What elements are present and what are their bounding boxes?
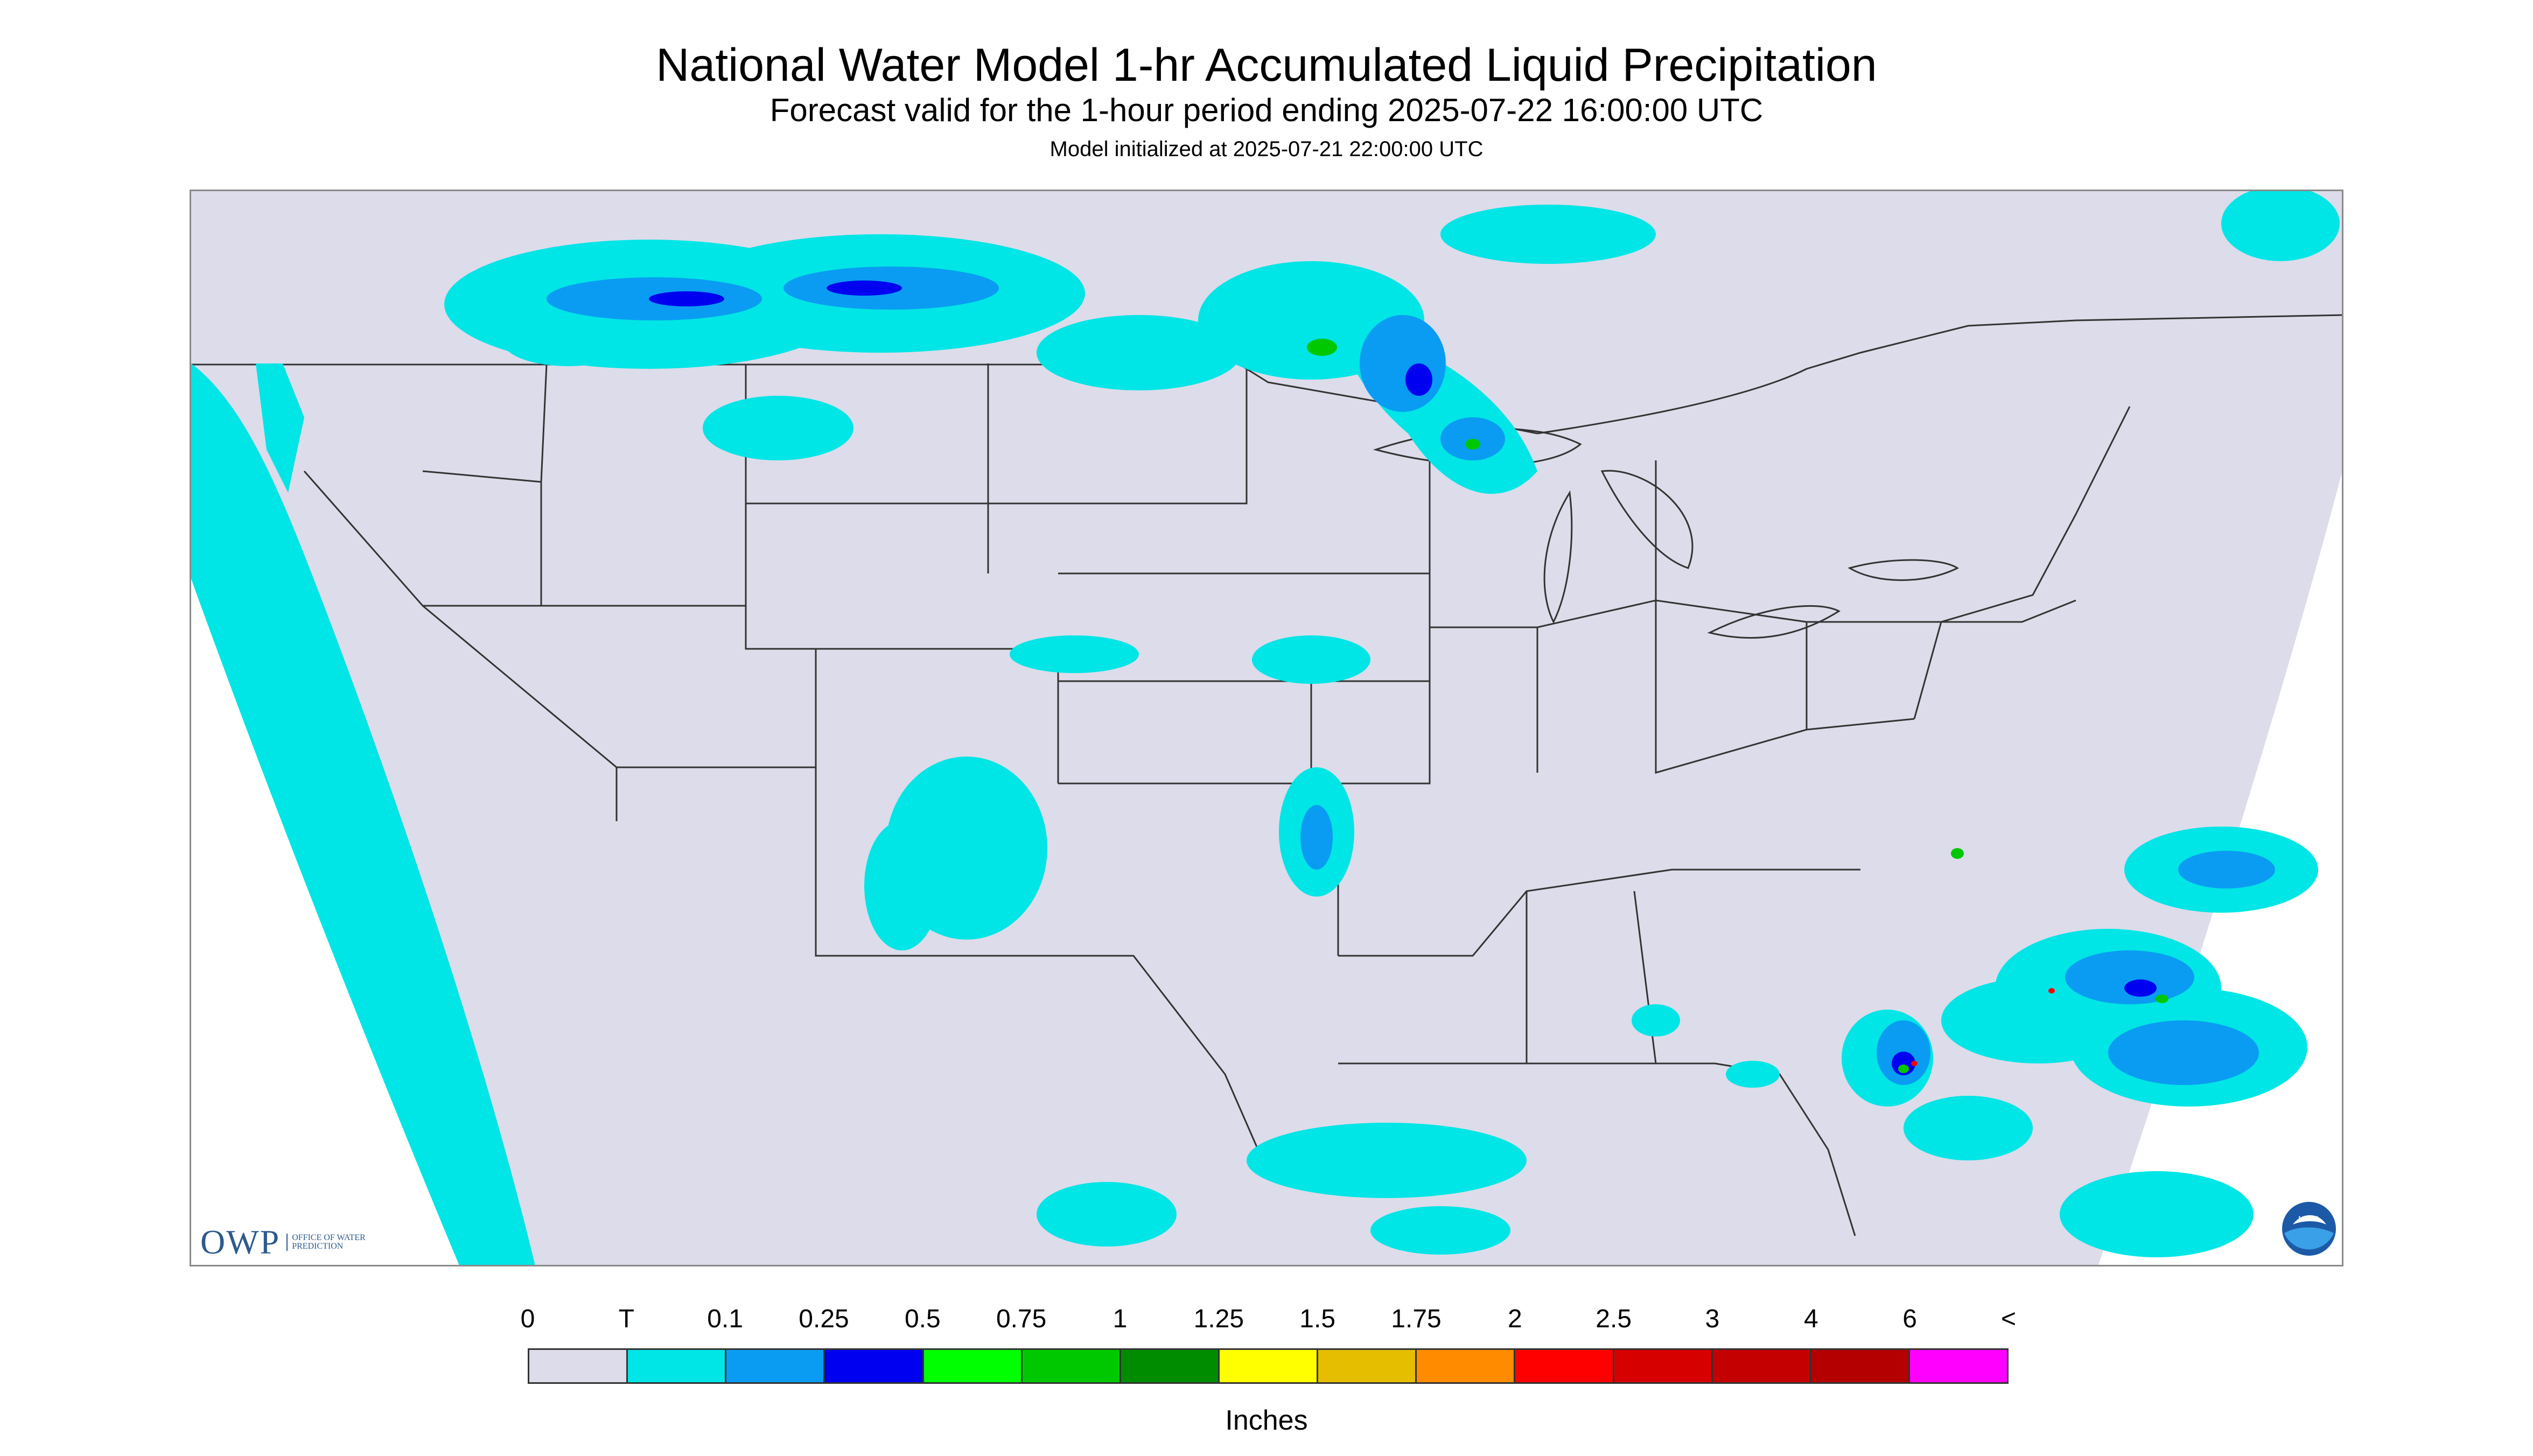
legend-swatch: [628, 1350, 727, 1382]
precip-extreme: [1911, 988, 2055, 1066]
legend-swatch: [1811, 1350, 1910, 1382]
legend-swatch: [923, 1350, 1023, 1382]
model-domain: [191, 191, 2342, 1265]
legend-tick-label: 1.5: [1299, 1305, 1336, 1333]
legend-swatch: [529, 1350, 628, 1382]
owp-logo-text: OWP: [200, 1223, 281, 1261]
noaa-logo-text: NOAA: [2298, 1214, 2320, 1223]
legend-color-bar: [528, 1348, 2009, 1384]
legend-swatch: [1417, 1350, 1516, 1382]
legend-tick-label: 4: [1803, 1305, 1818, 1333]
map-title: National Water Model 1-hr Accumulated Li…: [656, 39, 1877, 91]
owp-logo: OWP OFFICE OF WATER PREDICTION: [200, 1222, 367, 1262]
legend-tick-label: 2.5: [1596, 1305, 1632, 1333]
model-init-line: Model initialized at 2025-07-21 22:00:00…: [1049, 137, 1484, 161]
legend-tick-label: 2: [1507, 1305, 1522, 1333]
owp-logo-subtext: OFFICE OF WATER PREDICTION: [286, 1234, 367, 1251]
legend-swatch: [825, 1350, 924, 1382]
legend-tick-label: 1.25: [1193, 1305, 1244, 1333]
legend-swatch: [1022, 1350, 1121, 1382]
precip-moderate: [649, 281, 2157, 1075]
noaa-logo: NOAA: [2282, 1202, 2336, 1256]
legend-tick-label: T: [618, 1305, 634, 1333]
legend-labels: 0 T 0.1 0.25 0.5 0.75 1 1.25 1.5 1.75 2 2.5 3 4 6 <: [521, 1304, 2016, 1336]
legend-swatch: [1121, 1350, 1220, 1382]
precip-heavy: [1307, 339, 2168, 1073]
legend-swatch: [1219, 1350, 1319, 1382]
legend-swatch: [1614, 1350, 1713, 1382]
map-subtitle: Forecast valid for the 1-hour period end…: [769, 92, 1764, 128]
precipitation-map: [190, 190, 2343, 1266]
legend-units: Inches: [1225, 1405, 1308, 1436]
legend-tick-label: 1: [1112, 1305, 1128, 1333]
legend-swatch: [726, 1350, 825, 1382]
legend-tick-label: 0.1: [707, 1305, 744, 1333]
legend-swatch: [1909, 1350, 2007, 1382]
legend-tick-label: <: [2000, 1305, 2017, 1333]
legend-tick-label: 0.25: [799, 1305, 849, 1333]
legend-tick-label: 0.5: [904, 1305, 941, 1333]
legend-swatch: [1515, 1350, 1614, 1382]
legend-swatch: [1712, 1350, 1811, 1382]
legend-tick-label: 1.75: [1391, 1305, 1442, 1333]
legend-tick-label: 3: [1705, 1305, 1720, 1333]
legend-tick-label: 0.75: [996, 1305, 1047, 1333]
legend-tick-label: 0: [520, 1305, 535, 1333]
legend-tick-label: 6: [1902, 1305, 1918, 1333]
legend-swatch: [1318, 1350, 1417, 1382]
precip-trace: [191, 191, 2340, 1265]
